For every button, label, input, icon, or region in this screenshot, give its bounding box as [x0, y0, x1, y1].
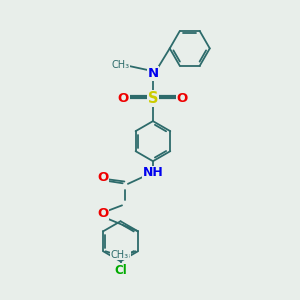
Text: CH₃: CH₃ [110, 250, 128, 260]
Text: CH₃: CH₃ [112, 60, 130, 70]
Text: NH: NH [142, 167, 163, 179]
Text: N: N [147, 67, 158, 80]
Text: Cl: Cl [114, 264, 127, 277]
Text: CH₃: CH₃ [112, 250, 131, 260]
Text: O: O [118, 92, 129, 105]
Text: O: O [177, 92, 188, 105]
Text: O: O [97, 172, 109, 184]
Text: O: O [97, 207, 109, 220]
Text: S: S [148, 91, 158, 106]
